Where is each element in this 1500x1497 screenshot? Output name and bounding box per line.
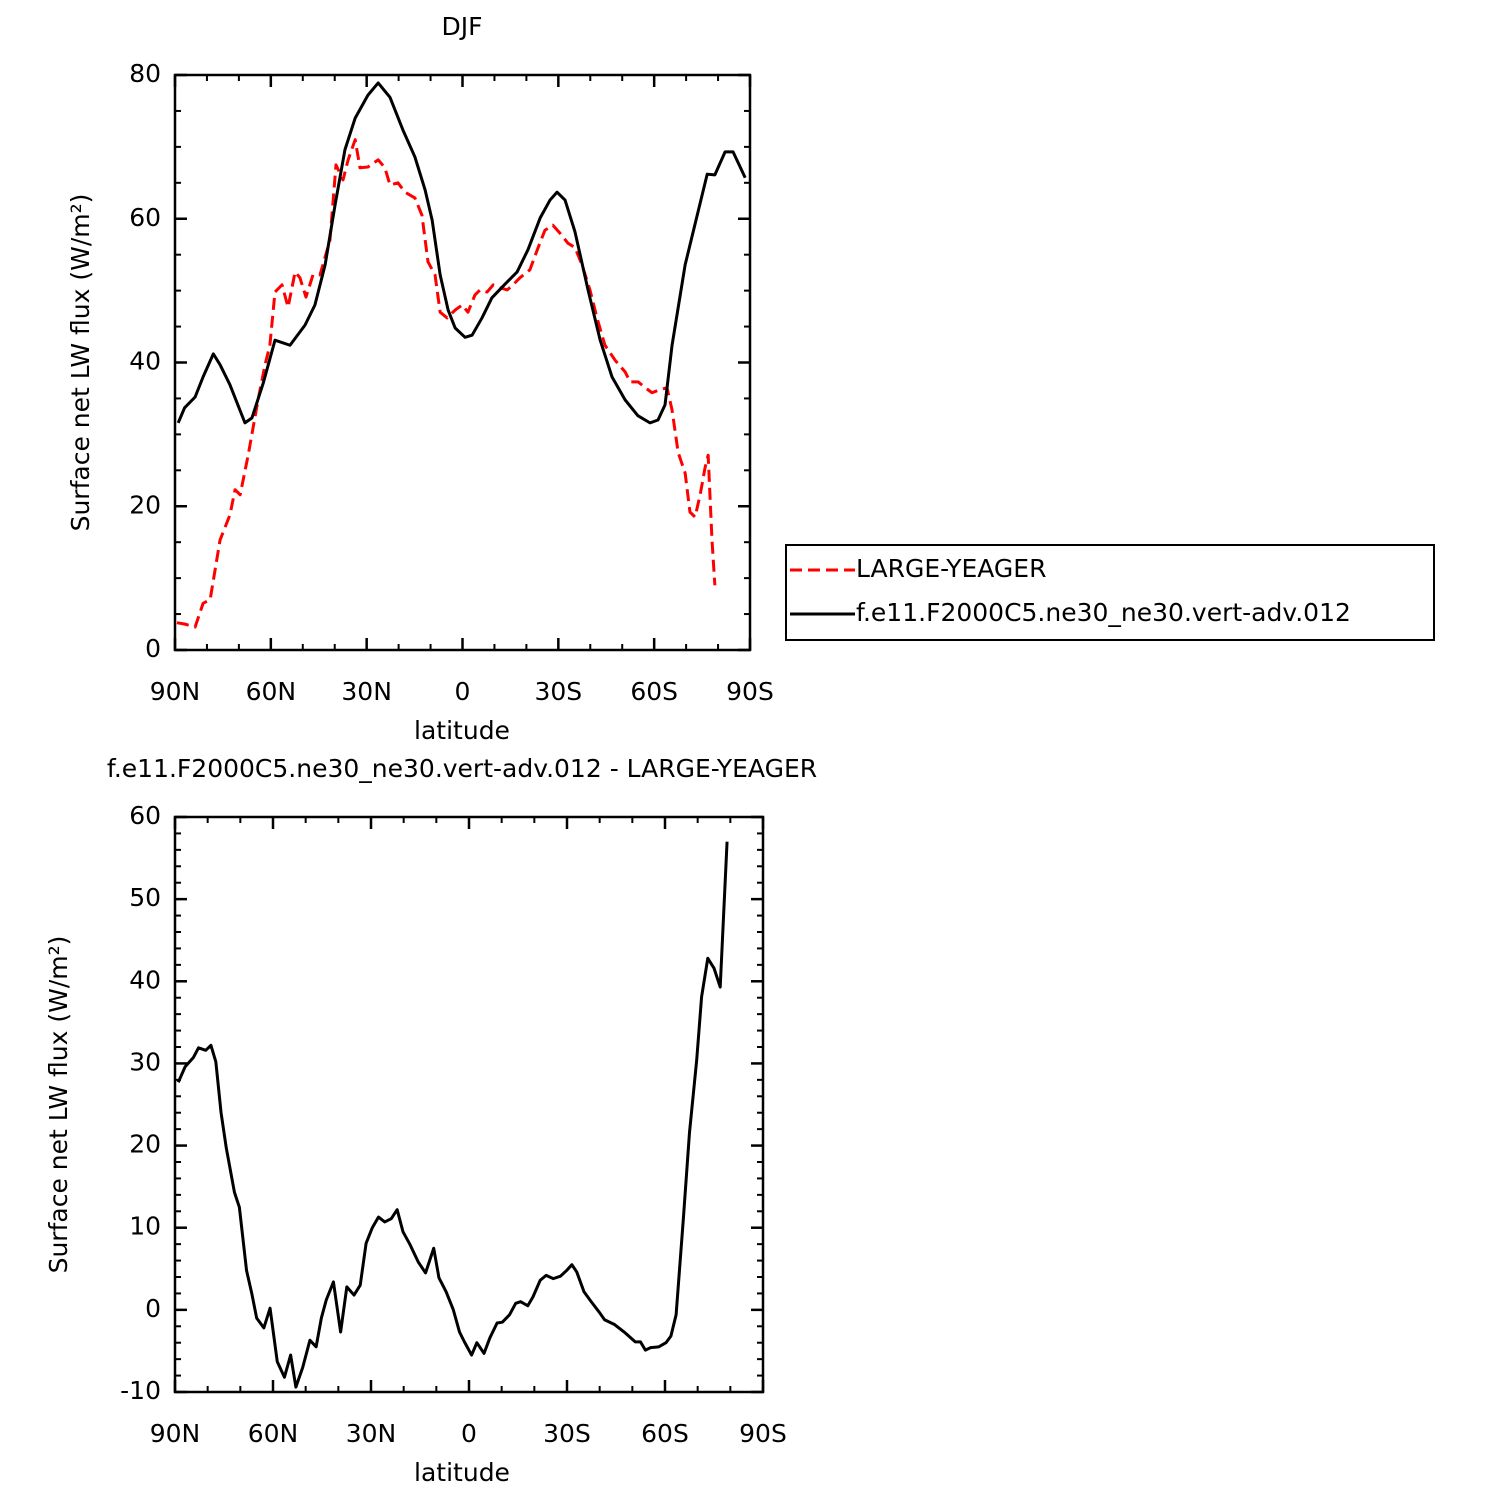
x-tick-label: 90N: [150, 1419, 201, 1448]
y-tick-label: 80: [129, 59, 161, 88]
y-tick-label: 10: [129, 1212, 161, 1241]
legend-label: LARGE-YEAGER: [856, 554, 1046, 583]
series-line: [176, 81, 747, 425]
series-line: [176, 138, 717, 629]
plot-frame: [173, 73, 752, 652]
x-tick-label: 0: [461, 1419, 477, 1448]
y-tick-label: 60: [129, 203, 161, 232]
series-line: [176, 841, 729, 1389]
y-tick-label: 60: [129, 801, 161, 830]
x-tick-label: 90N: [150, 677, 201, 706]
legend-label: f.e11.F2000C5.ne30_ne30.vert-adv.012: [856, 598, 1351, 627]
x-tick-label: 60N: [246, 677, 297, 706]
chart-title: DJF: [441, 12, 482, 41]
y-tick-label: 0: [145, 1294, 161, 1323]
x-tick-label: 30S: [543, 1419, 591, 1448]
y-axis-label: Surface net LW flux (W/m²): [44, 936, 73, 1274]
x-tick-label: 60N: [248, 1419, 299, 1448]
y-axis-label: Surface net LW flux (W/m²): [66, 194, 95, 532]
y-tick-label: 50: [129, 883, 161, 912]
x-tick-label: 90S: [726, 677, 774, 706]
chart-title: f.e11.F2000C5.ne30_ne30.vert-adv.012 - L…: [107, 754, 817, 783]
legend-box: [785, 544, 1435, 641]
x-tick-label: 30S: [534, 677, 582, 706]
y-tick-label: 30: [129, 1047, 161, 1076]
y-tick-label: 40: [129, 347, 161, 376]
x-tick-label: 60S: [630, 677, 678, 706]
x-axis-label: latitude: [414, 1458, 510, 1487]
x-tick-label: 0: [455, 677, 471, 706]
x-axis-label: latitude: [414, 716, 510, 745]
x-tick-label: 30N: [341, 677, 392, 706]
y-tick-label: 20: [129, 490, 161, 519]
x-tick-label: 90S: [739, 1419, 787, 1448]
x-tick-label: 60S: [641, 1419, 689, 1448]
y-tick-label: 40: [129, 965, 161, 994]
plot-frame: [173, 815, 765, 1394]
y-tick-label: 0: [145, 634, 161, 663]
y-tick-label: 20: [129, 1130, 161, 1159]
y-tick-label: -10: [120, 1376, 161, 1405]
x-tick-label: 30N: [346, 1419, 397, 1448]
